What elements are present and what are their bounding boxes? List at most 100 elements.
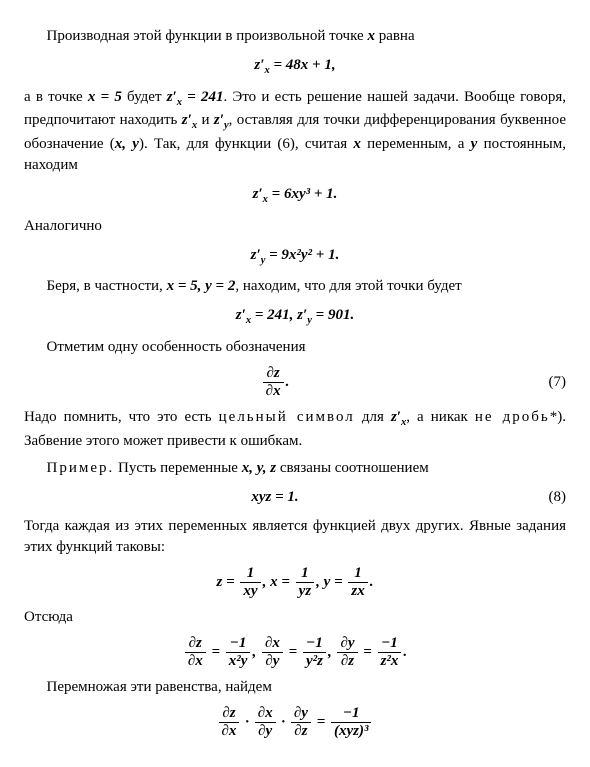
para-2: а в точке x = 5 будет z′x = 241. Это и е…	[24, 87, 566, 176]
y: , y =	[316, 574, 346, 590]
x: x	[367, 28, 375, 44]
para-3: Аналогично	[24, 216, 566, 237]
a: Надо помнить, что это есть	[24, 409, 219, 425]
para-7: Пример. Пусть переменные x, y, z связаны…	[24, 458, 566, 479]
para-9: Отсюда	[24, 607, 566, 628]
equation-3: z′y = 9x²y² + 1.	[24, 245, 566, 269]
b: , находим, что для этой точки будет	[235, 278, 461, 294]
equation-5: ∂z ∂x . (7)	[24, 366, 566, 399]
end: .	[370, 574, 374, 590]
lhs: z′	[254, 57, 264, 73]
eq-body: ∂z∂x = −1x²y, ∂x∂y = −1y²z, ∂y∂z = −1z²x…	[24, 636, 566, 669]
d: ∂x	[263, 383, 284, 399]
n: ∂z	[185, 636, 206, 653]
d: yz	[296, 583, 315, 599]
b: будет	[122, 89, 167, 105]
c: связаны соотношением	[276, 460, 429, 476]
l: z′	[253, 186, 263, 202]
w2: не дробь	[475, 409, 550, 425]
t: Перемножая эти равенства, найдем	[47, 679, 272, 695]
v2: −1y²z	[303, 636, 326, 669]
d: z²x	[378, 653, 402, 669]
v2: = 901.	[312, 307, 354, 323]
n: 1	[240, 566, 260, 583]
n: 1	[348, 566, 367, 583]
b: Пусть переменные	[114, 460, 241, 476]
equation-1: z′x = 48x + 1,	[24, 55, 566, 79]
fz: 1xy	[240, 566, 260, 599]
a: Пример.	[47, 460, 115, 476]
rhs: = 48x + 1,	[270, 57, 336, 73]
f1: ∂z∂x	[219, 706, 240, 739]
n: −1	[331, 706, 371, 723]
eq-body: z = 1xy, x = 1yz, y = 1zx.	[24, 566, 566, 599]
d: ∂z	[337, 653, 357, 669]
s2: ,	[328, 644, 336, 660]
f: переменным, а	[361, 136, 471, 152]
eq-number: (8)	[526, 487, 566, 508]
z: z′	[391, 409, 401, 425]
d2: ·	[278, 714, 289, 730]
para-10: Перемножая эти равенства, найдем	[24, 677, 566, 698]
para-8: Тогда каждая из этих переменных является…	[24, 516, 566, 558]
l1: z′	[236, 307, 246, 323]
r: = 6xy³ + 1.	[268, 186, 338, 202]
z: z′	[167, 89, 177, 105]
a: Беря, в частности,	[47, 278, 167, 294]
para-1: Производная этой функции в произвольной …	[24, 26, 566, 47]
equation-9: ∂z∂x · ∂x∂y · ∂y∂z = −1(xyz)³	[24, 706, 566, 739]
zv: = 241	[182, 89, 223, 105]
n: −1	[226, 636, 251, 653]
para-4: Беря, в частности, x = 5, y = 2, находим…	[24, 276, 566, 297]
f1: ∂z∂x	[185, 636, 206, 669]
n: −1	[303, 636, 326, 653]
d: ∂y	[262, 653, 283, 669]
eq-body: ∂z∂x · ∂x∂y · ∂y∂z = −1(xyz)³	[24, 706, 566, 739]
f2: ∂x∂y	[262, 636, 283, 669]
t2: равна	[379, 28, 415, 44]
d: ∂z	[291, 723, 311, 739]
xv: x	[353, 136, 361, 152]
d: x²y	[226, 653, 251, 669]
b: для	[355, 409, 391, 425]
f3: ∂y∂z	[291, 706, 311, 739]
t: Производная этой функции в произвольной …	[47, 28, 364, 44]
v1: −1x²y	[226, 636, 251, 669]
rhs: −1(xyz)³	[331, 706, 371, 739]
t: Отсюда	[24, 609, 73, 625]
eq-body: z′y = 9x²y² + 1.	[24, 245, 566, 269]
para-5: Отметим одну особенность обозначения	[24, 337, 566, 358]
d: zx	[348, 583, 367, 599]
d: (xyz)³	[331, 723, 371, 739]
eq-body: z′x = 241, z′y = 901.	[24, 305, 566, 329]
f3: ∂y∂z	[337, 636, 357, 669]
e: ). Так, для функции (6), считая	[139, 136, 353, 152]
equation-2: z′x = 6xy³ + 1.	[24, 184, 566, 208]
l: z′	[251, 247, 261, 263]
d1: ·	[241, 714, 252, 730]
fy: 1zx	[348, 566, 367, 599]
eq3: =	[360, 644, 376, 660]
n: ∂y	[291, 706, 311, 723]
w1: цельный символ	[219, 409, 355, 425]
dot: .	[286, 374, 290, 390]
frac: ∂z ∂x	[263, 366, 284, 399]
t: Тогда каждая из этих переменных является…	[24, 518, 566, 555]
eq-body: xyz = 1.	[24, 487, 526, 508]
x: x = 5, y = 2	[167, 278, 236, 294]
end: .	[403, 644, 407, 660]
n: ∂z	[219, 706, 240, 723]
zx: z′	[182, 112, 192, 128]
fx: 1yz	[296, 566, 315, 599]
eq: =	[313, 714, 329, 730]
eq-body: z′x = 6xy³ + 1.	[24, 184, 566, 208]
equation-7: z = 1xy, x = 1yz, y = 1zx.	[24, 566, 566, 599]
f2: ∂x∂y	[255, 706, 276, 739]
x5: x = 5	[88, 89, 122, 105]
d: xy	[240, 583, 260, 599]
xyz: x, y, z	[242, 460, 276, 476]
eq1: =	[208, 644, 224, 660]
and: и	[197, 112, 214, 128]
para-6: Надо помнить, что это есть цельный симво…	[24, 407, 566, 452]
equation-6: xyz = 1. (8)	[24, 487, 566, 508]
